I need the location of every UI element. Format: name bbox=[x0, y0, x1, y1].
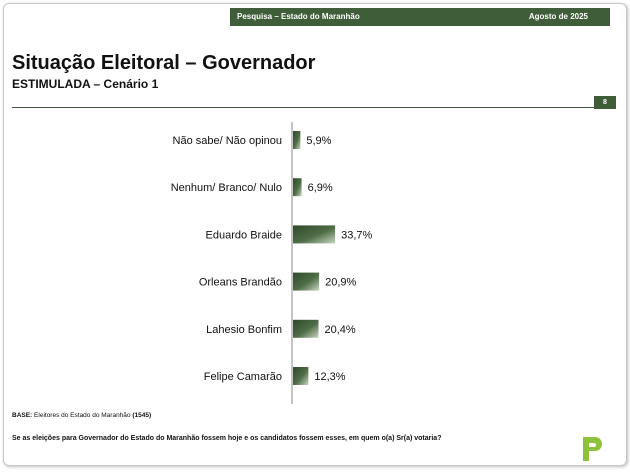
value-label: 5,9% bbox=[306, 135, 331, 147]
value-label: 33,7% bbox=[341, 229, 372, 241]
company-logo bbox=[583, 437, 602, 461]
page-subtitle: ESTIMULADA – Cenário 1 bbox=[12, 77, 159, 91]
bar bbox=[293, 178, 302, 197]
page-title: Situação Eleitoral – Governador bbox=[12, 52, 316, 74]
base-count: (1545) bbox=[132, 412, 152, 419]
category-label: Nenhum/ Branco/ Nulo bbox=[171, 182, 282, 194]
bar bbox=[293, 131, 301, 149]
bar bbox=[293, 225, 336, 244]
value-label: 20,4% bbox=[325, 324, 356, 336]
date-label: Agosto de 2025 bbox=[528, 12, 588, 21]
survey-question: Se as eleições para Governador do Estado… bbox=[12, 435, 442, 442]
bar-chart: Não sabe/ Não opinou 5,9% Nenhum/ Branco/ … bbox=[171, 122, 373, 404]
title-divider bbox=[12, 107, 612, 108]
page-number-badge: 8 bbox=[594, 96, 616, 109]
header-bar: Pesquisa – Estado do Maranhão Agosto de … bbox=[230, 8, 610, 26]
base-prefix: BASE: bbox=[12, 412, 33, 419]
survey-label: Pesquisa – Estado do Maranhão bbox=[237, 12, 360, 21]
bar bbox=[293, 272, 320, 291]
base-text: Eleitores do Estado do Maranhão bbox=[34, 412, 131, 419]
category-label: Lahesio Bonfim bbox=[206, 324, 282, 336]
slide: Pesquisa – Estado do Maranhão Agosto de … bbox=[3, 3, 627, 466]
bar bbox=[293, 319, 319, 338]
category-label: Não sabe/ Não opinou bbox=[173, 135, 282, 147]
category-label: Eduardo Braide bbox=[206, 229, 282, 241]
bar bbox=[293, 367, 309, 385]
category-label: Felipe Camarão bbox=[204, 371, 282, 383]
value-label: 6,9% bbox=[308, 182, 333, 194]
category-label: Orleans Brandão bbox=[199, 277, 282, 289]
base-note: BASE: Eleitores do Estado do Maranhão (1… bbox=[12, 412, 151, 419]
value-label: 12,3% bbox=[314, 371, 345, 383]
value-label: 20,9% bbox=[325, 277, 356, 289]
